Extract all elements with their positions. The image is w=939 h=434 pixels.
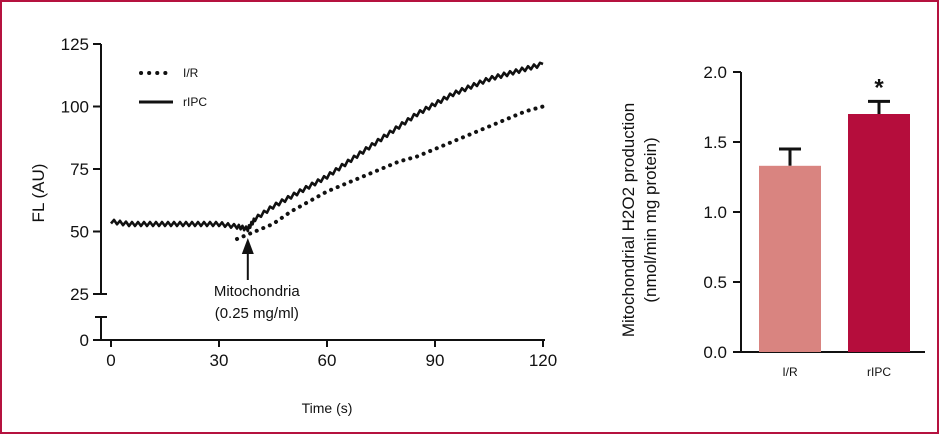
significance-asterisk: *	[874, 74, 884, 101]
x-tick-label: 30	[210, 351, 229, 370]
y-tick-label: 0	[80, 331, 89, 350]
bar-ripc	[848, 114, 910, 352]
bar-y-axis-label-line2: (nmol/min mg protein)	[641, 137, 660, 302]
line-chart: 0 25 50 75 100 125 0 30 60 90 120 FL (AU) Time (s…	[29, 35, 557, 416]
bar-y-tick-label: 1.5	[703, 133, 727, 152]
legend: I/R rIPC	[139, 66, 207, 109]
annotation-arrowhead	[241, 238, 254, 254]
annotation-line2: (0.25 mg/ml)	[215, 305, 299, 322]
bar-ir	[759, 165, 821, 352]
bar-y-tick-label: 1.0	[703, 203, 727, 222]
x-tick-label: 90	[426, 351, 445, 370]
bar-y-tick-label: 0.5	[703, 273, 727, 292]
bar-category-label: rIPC	[867, 365, 891, 379]
series-ripc-line	[110, 61, 544, 233]
y-ticks: 0 25 50 75 100 125	[61, 35, 101, 350]
bar-y-ticks: 0.0 0.5 1.0 1.5 2.0	[703, 63, 741, 362]
x-tick-label: 0	[106, 351, 115, 370]
legend-ripc-label: rIPC	[183, 95, 207, 109]
y-tick-label: 100	[61, 98, 89, 117]
y-tick-label: 50	[70, 223, 89, 242]
y-axis-label: FL (AU)	[29, 164, 48, 223]
x-tick-label: 60	[318, 351, 337, 370]
x-axis-label: Time (s)	[302, 400, 353, 416]
annotation-line1: Mitochondria	[214, 283, 301, 300]
bar-chart: 0.0 0.5 1.0 1.5 2.0 I/R rIPC * Mitochondrial H…	[619, 63, 925, 379]
bar-y-axis-label-line1: Mitochondrial H2O2 production	[619, 103, 638, 337]
x-tick-label: 120	[529, 351, 557, 370]
bar-y-tick-label: 0.0	[703, 343, 727, 362]
y-tick-label: 25	[70, 285, 89, 304]
x-ticks: 0 30 60 90 120	[106, 340, 557, 370]
bars: I/R rIPC *	[759, 74, 910, 379]
legend-ir-label: I/R	[183, 66, 199, 80]
mitochondria-annotation: Mitochondria (0.25 mg/ml)	[214, 238, 301, 322]
bar-category-label: I/R	[782, 365, 798, 379]
y-tick-label: 125	[61, 35, 89, 54]
bar-y-tick-label: 2.0	[703, 63, 727, 82]
series-ir-line	[235, 104, 545, 241]
y-tick-label: 75	[70, 160, 89, 179]
